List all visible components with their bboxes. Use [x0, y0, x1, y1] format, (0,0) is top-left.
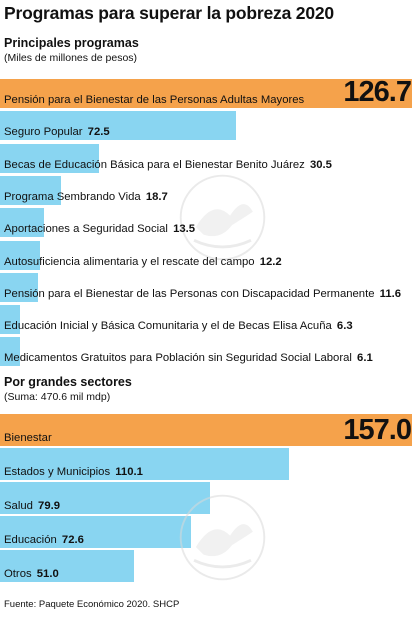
- bar: [0, 482, 210, 514]
- bar: [0, 516, 191, 548]
- value-label: 18.7: [145, 190, 168, 203]
- category-label: Salud: [4, 500, 33, 512]
- section2-heading: Por grandes sectores: [4, 375, 132, 389]
- bar: [0, 305, 21, 335]
- bar: [0, 175, 61, 205]
- category-label: Bienestar: [4, 432, 52, 444]
- highlight-value-label: 157.0: [343, 414, 412, 446]
- bar-row: Programa Sembrando Vida 18.7: [0, 175, 415, 205]
- bar-label: Pensión para el Bienestar de las Persona…: [4, 288, 401, 300]
- bar-row: Medicamentos Gratuitos para Población si…: [0, 337, 415, 367]
- category-label: Estados y Municipios: [4, 466, 111, 478]
- bar: [0, 143, 100, 173]
- bar-label: Educación Inicial y Básica Comunitaria y…: [4, 320, 353, 332]
- value-label: 72.6: [61, 534, 84, 546]
- bar-row: Becas de Educación Básica para el Bienes…: [0, 143, 415, 173]
- section2-subtitle: (Suma: 470.6 mil mdp): [4, 391, 111, 403]
- bar-row: Estados y Municipios 110.1: [0, 448, 415, 480]
- programs-bar-chart: Pensión para el Bienestar de las Persona…: [0, 76, 415, 369]
- bar-label: Programa Sembrando Vida 18.7: [4, 191, 168, 203]
- bar-label: Educación 72.6: [4, 534, 84, 546]
- value-label: 12.2: [259, 255, 282, 268]
- bar: [0, 272, 38, 302]
- highlight-value-label: 126.7: [343, 76, 412, 108]
- bar: [0, 550, 134, 582]
- category-label: Aportaciones a Seguridad Social: [4, 223, 168, 236]
- category-label: Seguro Popular: [4, 126, 83, 139]
- bar-row: Educación Inicial y Básica Comunitaria y…: [0, 305, 415, 335]
- category-label: Educación: [4, 534, 57, 546]
- chart-title: Programas para superar la pobreza 2020: [4, 3, 334, 23]
- section1-subtitle: (Miles de millones de pesos): [4, 52, 138, 64]
- bar: [0, 208, 44, 238]
- category-label: Programa Sembrando Vida: [4, 190, 141, 203]
- bar: [0, 337, 20, 367]
- bar-label: Salud 79.9: [4, 500, 60, 512]
- value-label: 51.0: [36, 568, 59, 580]
- value-label: 6.3: [336, 320, 353, 333]
- highlight-bar: [0, 414, 412, 446]
- value-label: 11.6: [379, 287, 402, 300]
- bar-label: Estados y Municipios 110.1: [4, 466, 143, 478]
- value-label: 110.1: [115, 466, 143, 478]
- bar-label: Bienestar: [4, 432, 52, 444]
- bar: [0, 240, 40, 270]
- bar-label: Autosuficiencia alimentaria y el rescate…: [4, 256, 282, 268]
- category-label: Becas de Educación Básica para el Bienes…: [4, 158, 305, 171]
- section1-heading: Principales programas: [4, 36, 139, 50]
- bar-label: Otros 51.0: [4, 568, 59, 580]
- category-label: Medicamentos Gratuitos para Población si…: [4, 352, 352, 365]
- bar-row: Seguro Popular 72.5: [0, 111, 415, 141]
- bar: [0, 111, 236, 141]
- value-label: 72.5: [87, 126, 110, 139]
- bar-row: Salud 79.9: [0, 482, 415, 514]
- emblem-watermark-icon: [179, 174, 266, 261]
- bar-row: Otros 51.0: [0, 550, 415, 582]
- bar-label: Becas de Educación Básica para el Bienes…: [4, 159, 332, 171]
- highlight-bar: [0, 79, 412, 108]
- bar-row: Pensión para el Bienestar de las Persona…: [0, 272, 415, 302]
- category-label: Pensión para el Bienestar de las Persona…: [4, 287, 375, 300]
- category-label: Educación Inicial y Básica Comunitaria y…: [4, 320, 332, 333]
- category-label: Autosuficiencia alimentaria y el rescate…: [4, 255, 255, 268]
- bar-label: Seguro Popular 72.5: [4, 126, 110, 138]
- bar-row: Autosuficiencia alimentaria y el rescate…: [0, 240, 415, 270]
- bar-label: Pensión para el Bienestar de las Persona…: [4, 94, 304, 106]
- value-label: 13.5: [173, 223, 196, 236]
- value-label: 79.9: [38, 500, 61, 512]
- emblem-watermark-icon: [179, 494, 266, 581]
- sectors-bar-chart: Bienestar 157.0 Estados y Municipios 110.1…: [0, 414, 415, 584]
- bar-label: Aportaciones a Seguridad Social 13.5: [4, 223, 195, 235]
- category-label: Otros: [4, 568, 32, 580]
- value-label: 30.5: [309, 158, 332, 171]
- bar-label: Medicamentos Gratuitos para Población si…: [4, 352, 373, 364]
- bar: [0, 448, 289, 480]
- value-label: 6.1: [357, 352, 373, 365]
- bar-row: Educación 72.6: [0, 516, 415, 548]
- source-note: Fuente: Paquete Económico 2020. SHCP: [4, 599, 180, 610]
- bar-row: Bienestar 157.0: [0, 414, 415, 446]
- bar-row: Pensión para el Bienestar de las Persona…: [0, 76, 415, 108]
- category-label: Pensión para el Bienestar de las Persona…: [4, 94, 305, 106]
- bar-row: Aportaciones a Seguridad Social 13.5: [0, 208, 415, 238]
